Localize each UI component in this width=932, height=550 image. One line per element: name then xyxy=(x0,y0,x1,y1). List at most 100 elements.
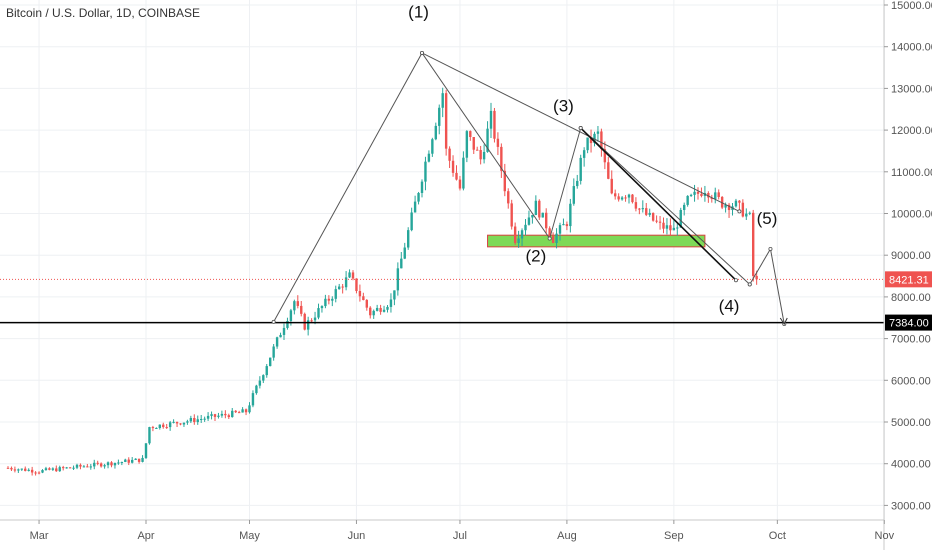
x-tick-label: Jun xyxy=(348,530,366,542)
candle-body xyxy=(27,469,30,471)
candle-body xyxy=(489,110,493,129)
candle-body xyxy=(555,233,558,243)
candle-body xyxy=(158,424,161,428)
candle-body xyxy=(124,459,127,463)
candle-body xyxy=(403,247,406,259)
candle-body xyxy=(165,427,168,429)
candle-body xyxy=(358,291,362,297)
wave-label: (4) xyxy=(719,296,740,315)
candle-body xyxy=(551,236,555,243)
candle-body xyxy=(72,467,75,469)
y-tick-label: 7000.00 xyxy=(891,334,931,346)
candle-body xyxy=(755,275,758,280)
wave-labels: (1) (2) (3) (4) (5) xyxy=(408,3,777,316)
candle-body xyxy=(627,194,631,198)
candle-body xyxy=(479,150,482,160)
candle-body xyxy=(320,306,324,309)
candle-body xyxy=(714,192,717,199)
candle-body xyxy=(651,212,655,221)
candle-body xyxy=(206,415,210,419)
candle-body xyxy=(727,204,731,211)
candle-body xyxy=(424,161,427,182)
candle-body xyxy=(172,421,175,423)
pattern-line xyxy=(749,247,785,325)
candle-body xyxy=(306,320,310,330)
candle-body xyxy=(365,300,368,308)
candle-body xyxy=(524,224,527,231)
candle-body xyxy=(134,458,137,460)
x-tick-label: Mar xyxy=(30,530,49,542)
y-tick-label: 3000.00 xyxy=(891,500,931,512)
candle-body xyxy=(89,466,92,468)
pattern-point xyxy=(737,209,742,214)
candle-body xyxy=(696,191,700,194)
candle-body xyxy=(44,468,48,471)
y-tick-label: 4000.00 xyxy=(891,459,931,471)
pattern-line xyxy=(421,52,740,212)
candle-body xyxy=(386,306,389,310)
candle-body xyxy=(641,208,644,210)
y-tick-label: 9000.00 xyxy=(891,250,931,262)
candle-body xyxy=(79,464,82,467)
candle-body xyxy=(58,467,61,472)
candle-body xyxy=(710,197,713,199)
candle-body xyxy=(203,418,206,420)
candle-body xyxy=(355,278,358,292)
candle-body xyxy=(645,208,648,215)
candle-body xyxy=(655,220,658,222)
candle-body xyxy=(338,286,341,290)
candle-body xyxy=(658,221,662,223)
pattern-point xyxy=(747,282,752,287)
candle-body xyxy=(576,180,579,187)
candle-body xyxy=(441,93,444,108)
pattern-point xyxy=(578,126,583,131)
candle-body xyxy=(93,462,96,467)
candle-body xyxy=(48,468,51,470)
candle-body xyxy=(34,472,37,474)
candle-body xyxy=(213,414,217,417)
candle-body xyxy=(110,462,113,466)
candle-body xyxy=(417,193,420,202)
candle-body xyxy=(369,307,372,316)
candle-body xyxy=(96,462,99,464)
candle-body xyxy=(472,136,475,150)
candle-body xyxy=(476,149,479,151)
candle-body xyxy=(313,317,317,321)
y-tick-label: 12000.00 xyxy=(891,125,932,137)
candle-body xyxy=(596,131,600,134)
candle-body xyxy=(620,197,624,200)
candle-body xyxy=(279,334,282,338)
candle-body xyxy=(693,191,696,195)
chart-grid xyxy=(0,0,885,520)
candle-body xyxy=(20,468,23,470)
candle-body xyxy=(30,469,34,473)
candle-body xyxy=(427,153,431,162)
candle-body xyxy=(607,162,610,179)
candle-body xyxy=(168,422,172,428)
price-axis-labels: 8421.31 7384.00 xyxy=(885,271,932,331)
candle-body xyxy=(37,472,41,474)
candle-body xyxy=(638,208,641,210)
candle-body xyxy=(444,93,448,149)
candle-body xyxy=(396,268,400,291)
y-tick-label: 5000.00 xyxy=(891,417,931,429)
candle-body xyxy=(517,238,520,244)
price-levels xyxy=(0,278,884,324)
candle-body xyxy=(648,212,651,215)
candle-body xyxy=(586,137,589,151)
candle-body xyxy=(103,465,106,467)
candle-body xyxy=(82,466,86,468)
candle-body xyxy=(676,227,679,229)
candle-body xyxy=(565,224,569,227)
candle-body xyxy=(189,418,193,422)
candle-body xyxy=(348,272,351,278)
candle-body xyxy=(248,405,251,413)
candle-body xyxy=(289,310,293,321)
pattern-point xyxy=(547,236,552,241)
candle-body xyxy=(65,467,68,469)
candlestick-series xyxy=(6,87,758,476)
candle-body xyxy=(420,181,424,194)
pattern-point xyxy=(768,246,773,251)
